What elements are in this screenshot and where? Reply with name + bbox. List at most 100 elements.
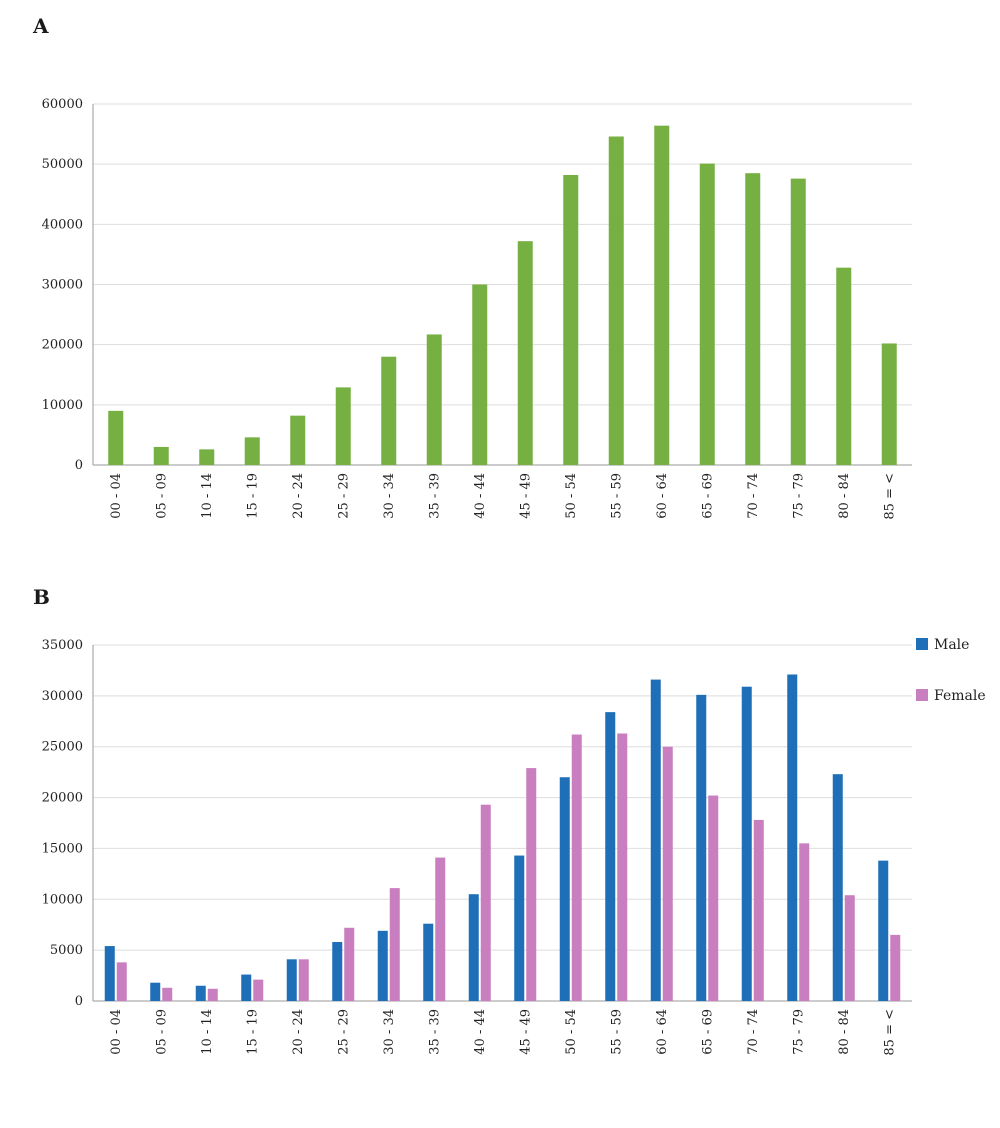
bar <box>472 284 488 465</box>
bar-female <box>890 934 901 1001</box>
x-tick-label: 50 - 54 <box>564 1009 579 1055</box>
x-tick-label: 20 - 24 <box>291 473 306 519</box>
x-tick-label: 35 - 39 <box>427 473 442 519</box>
bar-male <box>195 985 206 1001</box>
bar-female <box>253 979 264 1001</box>
legend-swatch-female <box>916 689 928 701</box>
bar-female <box>662 746 673 1001</box>
bar-female <box>799 843 810 1001</box>
x-tick-label: 55 - 59 <box>609 1009 624 1055</box>
y-tick-label: 10000 <box>42 398 83 413</box>
bar <box>836 267 852 465</box>
bar-female <box>389 888 400 1001</box>
x-tick-label: 00 - 04 <box>109 1009 124 1055</box>
bar-female <box>435 857 446 1001</box>
bar-female <box>207 988 218 1001</box>
x-tick-label: 05 - 09 <box>154 473 169 519</box>
bar <box>608 136 624 466</box>
bar <box>199 449 215 465</box>
legend-label-male: Male <box>934 637 969 653</box>
x-tick-label: 00 - 04 <box>109 473 124 519</box>
y-tick-label: 60000 <box>42 97 83 112</box>
x-tick-label: 50 - 54 <box>564 473 579 519</box>
bar <box>381 356 397 465</box>
bar-female <box>480 804 491 1001</box>
y-tick-label: 50000 <box>42 157 83 172</box>
bar <box>745 173 761 466</box>
bar-male <box>150 982 161 1001</box>
bar-female <box>617 733 628 1001</box>
x-tick-label: 75 - 79 <box>791 1009 806 1055</box>
y-tick-label: 25000 <box>42 740 83 755</box>
x-tick-label: 85 = < <box>882 1009 897 1056</box>
y-tick-label: 30000 <box>42 689 83 704</box>
bar-male <box>286 959 297 1001</box>
x-tick-label: 80 - 84 <box>837 473 852 519</box>
x-tick-label: 60 - 64 <box>655 473 670 519</box>
bar-male <box>104 946 115 1001</box>
bar-female <box>162 987 173 1001</box>
panel-a-label: A <box>33 14 49 38</box>
bar <box>563 174 579 465</box>
bar <box>699 163 715 465</box>
bar <box>153 446 169 465</box>
bar-female <box>298 959 309 1001</box>
x-tick-label: 70 - 74 <box>746 1009 761 1055</box>
bar-male <box>423 923 434 1001</box>
bar <box>426 334 442 465</box>
y-tick-label: 0 <box>75 458 83 473</box>
bar-male <box>741 686 752 1001</box>
bar <box>244 437 260 465</box>
legend-label-female: Female <box>934 688 986 704</box>
bar <box>881 343 897 465</box>
bar-male <box>377 930 388 1001</box>
bar-female <box>571 734 582 1001</box>
bar-male <box>650 679 661 1001</box>
bar-male <box>241 974 252 1001</box>
bar-male <box>514 855 525 1001</box>
bar-female <box>344 927 355 1001</box>
x-tick-label: 30 - 34 <box>382 1009 397 1055</box>
y-tick-label: 0 <box>75 994 83 1009</box>
y-tick-label: 15000 <box>42 841 83 856</box>
x-tick-label: 70 - 74 <box>746 473 761 519</box>
x-tick-label: 15 - 19 <box>245 1009 260 1055</box>
x-tick-label: 30 - 34 <box>382 473 397 519</box>
bar <box>335 387 351 465</box>
y-tick-label: 35000 <box>42 638 83 653</box>
chart-a: 0 10000 20000 30000 40000 50000 60000 00 - 04 05… <box>42 97 912 520</box>
x-tick-label: 05 - 09 <box>154 1009 169 1055</box>
x-tick-label: 10 - 14 <box>200 1009 215 1055</box>
x-tick-label: 45 - 49 <box>518 473 533 519</box>
bar-male <box>696 694 707 1001</box>
y-tick-label: 20000 <box>42 338 83 353</box>
bar-female <box>844 895 855 1001</box>
bar-male <box>878 860 889 1001</box>
bar <box>790 178 806 465</box>
legend-swatch-male <box>916 638 928 650</box>
bar-female <box>526 768 537 1001</box>
bar-male <box>832 774 843 1001</box>
x-tick-label: 60 - 64 <box>655 1009 670 1055</box>
bar <box>517 241 533 465</box>
x-tick-label: 10 - 14 <box>200 473 215 519</box>
x-tick-label: 40 - 44 <box>473 473 488 519</box>
x-tick-label: 65 - 69 <box>700 473 715 519</box>
x-tick-label: 15 - 19 <box>245 473 260 519</box>
bar-female <box>753 819 764 1001</box>
x-tick-label: 40 - 44 <box>473 1009 488 1055</box>
x-tick-label: 35 - 39 <box>427 1009 442 1055</box>
x-tick-label: 75 - 79 <box>791 473 806 519</box>
bar-male <box>332 942 343 1001</box>
y-tick-label: 20000 <box>42 791 83 806</box>
bar-female <box>708 795 719 1001</box>
bar-male <box>787 674 798 1001</box>
panel-b-label: B <box>33 585 50 609</box>
x-tick-label: 45 - 49 <box>518 1009 533 1055</box>
y-tick-label: 40000 <box>42 217 83 232</box>
x-tick-label: 20 - 24 <box>291 1009 306 1055</box>
x-tick-label: 80 - 84 <box>837 1009 852 1055</box>
bar-male <box>468 894 479 1001</box>
x-tick-label: 85 = < <box>882 473 897 520</box>
